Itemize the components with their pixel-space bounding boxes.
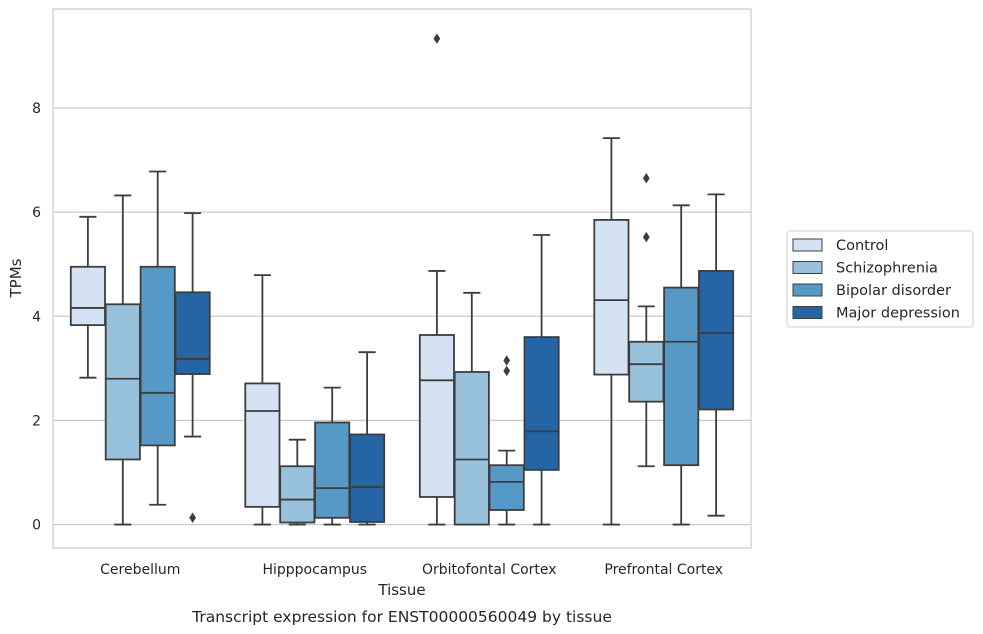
legend-label: Schizophrenia xyxy=(836,261,938,277)
box-iqr xyxy=(523,336,560,471)
box-3-1 xyxy=(628,173,665,468)
outlier-point xyxy=(503,355,511,366)
outlier-point xyxy=(189,512,196,524)
box-iqr xyxy=(349,433,386,523)
y-tick-label: 2 xyxy=(32,413,41,429)
x-axis-label: Tissue xyxy=(377,581,425,599)
legend-frame xyxy=(786,230,974,328)
legend-swatch xyxy=(792,306,823,319)
box-2-0 xyxy=(418,33,455,526)
y-tick-label: 8 xyxy=(32,101,41,117)
box-1-2 xyxy=(314,386,351,526)
box-0-3 xyxy=(174,212,211,524)
x-tick-label: Hipppocampus xyxy=(262,562,367,578)
box-iqr xyxy=(279,465,316,524)
box-iqr xyxy=(69,265,106,327)
box-iqr xyxy=(698,270,735,411)
outlier-point xyxy=(642,173,650,184)
box-1-1 xyxy=(279,438,316,526)
y-tick-label: 6 xyxy=(32,205,41,221)
box-iqr xyxy=(488,464,525,511)
box-iqr xyxy=(593,219,630,376)
box-3-2 xyxy=(663,204,700,526)
box-0-1 xyxy=(104,194,141,526)
legend-swatch xyxy=(792,238,823,252)
legend-label: Major depression xyxy=(836,306,960,322)
legend-swatch xyxy=(792,283,823,297)
y-tick-label: 0 xyxy=(32,518,41,534)
box-iqr xyxy=(104,303,141,461)
outlier-point xyxy=(433,33,441,44)
y-tick-labels: 0 2 4 6 8 xyxy=(32,101,41,534)
outlier-point xyxy=(642,231,650,243)
y-tick-label: 4 xyxy=(32,309,41,325)
y-axis-label: TPMs xyxy=(7,258,25,298)
box-iqr xyxy=(453,371,490,526)
box-iqr xyxy=(244,382,281,508)
legend-swatch xyxy=(792,261,823,274)
box-iqr xyxy=(628,340,665,403)
x-tick-label: Cerebellum xyxy=(100,562,180,578)
box-3-0 xyxy=(593,137,630,526)
plot-frame xyxy=(52,8,752,549)
box-2-2 xyxy=(488,355,525,526)
x-tick-label: Prefrontal Cortex xyxy=(604,562,723,578)
box-1-3 xyxy=(349,351,386,526)
legend-label: Bipolar disorder xyxy=(836,283,951,299)
box-iqr xyxy=(139,265,176,447)
box-iqr xyxy=(418,334,455,498)
box-iqr xyxy=(314,421,351,519)
outlier-point xyxy=(503,365,511,377)
box-iqr xyxy=(174,291,211,375)
box-0-2 xyxy=(139,170,176,506)
box-groups xyxy=(69,33,735,526)
chart-caption: Transcript expression for ENST0000056004… xyxy=(191,608,612,626)
box-3-3 xyxy=(698,193,735,517)
x-tick-label: Orbitofontal Cortex xyxy=(422,562,557,578)
legend: Control Schizophrenia Bipolar disorder Majo… xyxy=(786,230,974,328)
box-1-0 xyxy=(244,274,281,526)
box-2-1 xyxy=(453,291,490,526)
box-iqr xyxy=(663,286,700,467)
x-tick-labels: Cerebellum Hipppocampus Orbitofontal Corte… xyxy=(100,562,723,578)
box-2-3 xyxy=(523,234,560,526)
box-0-0 xyxy=(69,215,106,379)
legend-label: Control xyxy=(836,238,888,254)
